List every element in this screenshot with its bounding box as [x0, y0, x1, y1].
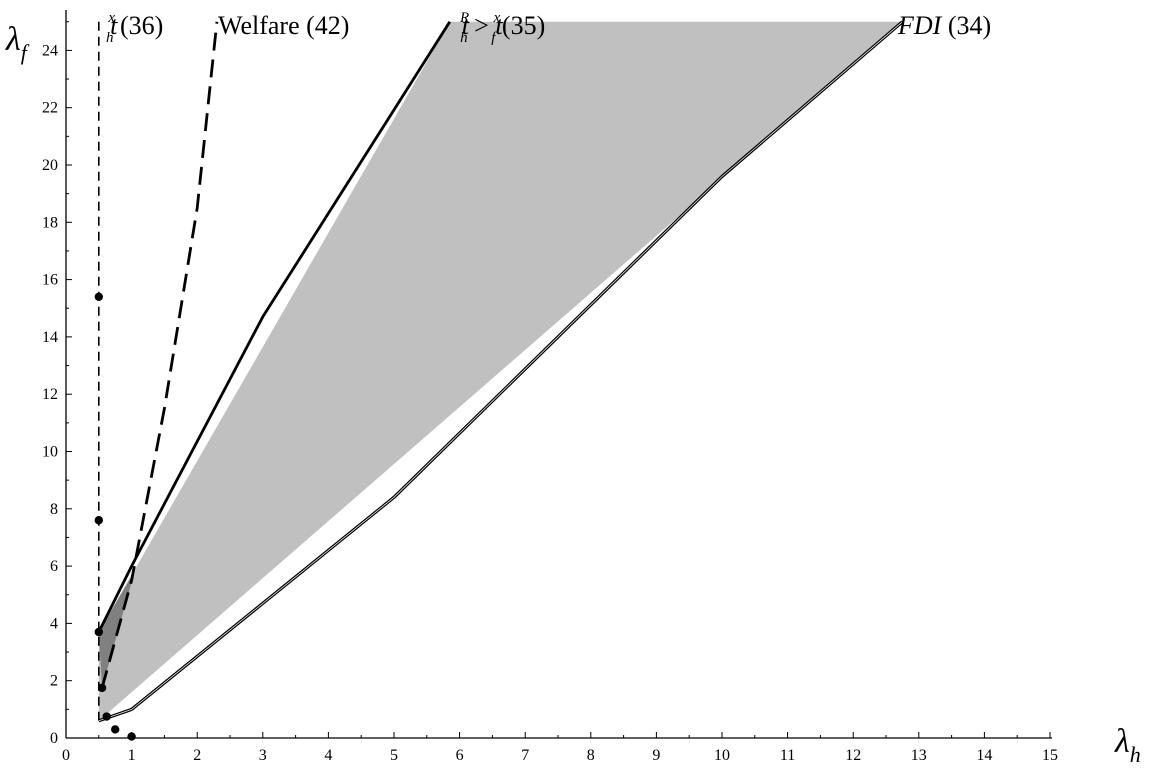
- y-tick-label-9: 18: [42, 214, 58, 231]
- tick-marks: 0 1 2 3 4 5 6 7 8 9 10 11 12 13 14 15024681012141618202…: [42, 21, 1058, 764]
- curve-label-welfare: Welfare (42): [218, 11, 349, 40]
- x-tick-label-2: 2: [193, 747, 201, 764]
- y-tick-label-11: 22: [42, 100, 58, 117]
- x-tick-label-5: 5: [390, 747, 398, 764]
- marker-1: [94, 516, 104, 525]
- series-line-2: [97, 21, 451, 633]
- x-tick-label-4: 4: [324, 747, 332, 764]
- y-axis-label: λf: [5, 21, 30, 65]
- y-tick-label-3: 6: [50, 558, 58, 575]
- x-tick-label-11: 11: [780, 747, 795, 764]
- series-lines: [97, 20, 904, 723]
- x-tick-label-3: 3: [259, 747, 267, 764]
- x-tick-label-7: 7: [521, 747, 529, 764]
- x-tick-label-10: 10: [714, 747, 730, 764]
- curve-label-th-x: tx h (36): [106, 10, 163, 46]
- data-markers: [94, 292, 136, 741]
- y-tick-label-5: 10: [42, 444, 58, 461]
- x-axis-label: λh: [1114, 723, 1141, 767]
- marker-3: [102, 712, 111, 721]
- x-tick-label-8: 8: [587, 747, 595, 764]
- series-line-3-highlight: [98, 21, 903, 722]
- y-tick-label-4: 8: [50, 501, 58, 518]
- marker-4: [111, 725, 120, 734]
- x-tick-label-9: 9: [652, 747, 660, 764]
- y-tick-label-10: 20: [42, 157, 58, 174]
- y-tick-label-12: 24: [42, 42, 58, 59]
- x-tick-label-1: 1: [128, 747, 136, 764]
- x-tick-label-6: 6: [456, 747, 464, 764]
- y-tick-label-2: 4: [50, 615, 58, 632]
- y-tick-label-7: 14: [42, 329, 58, 346]
- x-tick-label-0: 0: [62, 747, 70, 764]
- marker-2: [97, 683, 107, 693]
- marker-6: [94, 627, 104, 637]
- x-tick-label-13: 13: [911, 747, 927, 764]
- curve-label-thR-tfx: tR h > tx f (35): [459, 10, 545, 46]
- y-tick-label-0: 0: [50, 730, 58, 747]
- x-tick-label-14: 14: [976, 747, 992, 764]
- x-tick-label-15: 15: [1042, 747, 1058, 764]
- x-tick-label-12: 12: [845, 747, 861, 764]
- y-tick-label-6: 12: [42, 386, 58, 403]
- y-tick-label-8: 16: [42, 272, 58, 289]
- curve-label-fdi: FDI (34): [897, 11, 991, 40]
- marker-0: [94, 292, 104, 301]
- y-tick-label-1: 2: [50, 673, 58, 690]
- series-line-1: [100, 21, 219, 689]
